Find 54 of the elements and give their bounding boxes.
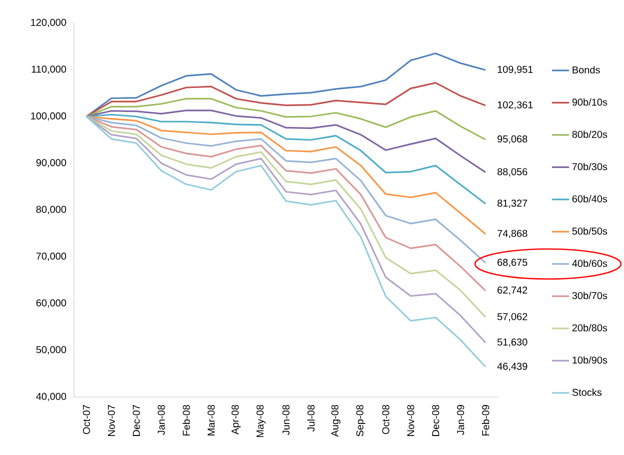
data-label: 46,439: [497, 362, 528, 372]
data-label: 62,742: [498, 286, 528, 295]
line-series: [86, 52, 486, 118]
x-tick-label: Jun-08: [282, 404, 290, 435]
y-tick-label: 110,000: [32, 66, 66, 74]
legend-label: 40b/60s: [572, 260, 608, 267]
line-series: [86, 110, 486, 174]
y-tick-label: 70,000: [36, 252, 66, 261]
legend-label: Stocks: [572, 388, 602, 396]
legend-label: 70b/30s: [572, 162, 608, 170]
line-series: [86, 98, 486, 140]
x-tick-label: Jul-08: [307, 404, 315, 432]
line-series: [86, 114, 486, 205]
data-label: 109,951: [498, 66, 533, 74]
data-label: 57,062: [497, 313, 528, 322]
x-tick-label: Apr-08: [232, 404, 241, 435]
y-tick-label: 80,000: [36, 206, 66, 214]
y-tick-label: 120,000: [31, 18, 66, 28]
y-tick-label: 50,000: [36, 346, 66, 354]
y-tick-label: 60,000: [36, 299, 66, 308]
legend-label: 60b/40s: [572, 195, 608, 202]
data-label: 88,056: [498, 168, 528, 176]
y-tick-label: 100,000: [31, 112, 66, 121]
data-label: 102,361: [498, 101, 533, 110]
y-tick-label: 90,000: [36, 159, 66, 168]
data-label: 74,868: [498, 230, 528, 238]
data-label: 95,068: [498, 135, 528, 144]
legend-label: 80b/20s: [572, 130, 608, 138]
line-series: [86, 116, 486, 264]
data-label: 68,675: [498, 258, 528, 268]
x-tick-label: Mar-08: [208, 404, 215, 436]
data-label: 51,630: [497, 338, 528, 347]
x-tick-label: Dec-08: [432, 404, 440, 436]
x-tick-label: Feb-08: [182, 404, 190, 436]
legend-label: 90b/10s: [572, 98, 608, 106]
legend-label: Bonds: [572, 66, 600, 74]
legend-label: 10b/90s: [572, 356, 608, 364]
x-tick-label: Jan-09: [457, 404, 464, 435]
legend-label: 30b/70s: [572, 292, 608, 300]
x-tick-label: Nov-08: [407, 404, 414, 436]
x-tick-label: May-08: [256, 404, 266, 438]
data-label: 81,327: [498, 200, 528, 208]
x-tick-label: Oct-07: [82, 405, 90, 434]
legend-label: 50b/50s: [572, 227, 608, 235]
y-tick-label: 40,000: [36, 392, 66, 402]
line-series: [86, 82, 486, 118]
x-tick-label: Feb-09: [482, 404, 490, 436]
x-tick-label: Aug-08: [331, 404, 340, 437]
x-tick-label: Nov-07: [108, 405, 115, 436]
legend-label: 20b/80s: [572, 324, 608, 332]
x-tick-label: Dec-07: [132, 405, 140, 436]
x-tick-label: Jan-08: [158, 404, 165, 435]
x-tick-label: Sep-08: [356, 404, 366, 436]
x-tick-label: Oct-08: [382, 404, 390, 434]
